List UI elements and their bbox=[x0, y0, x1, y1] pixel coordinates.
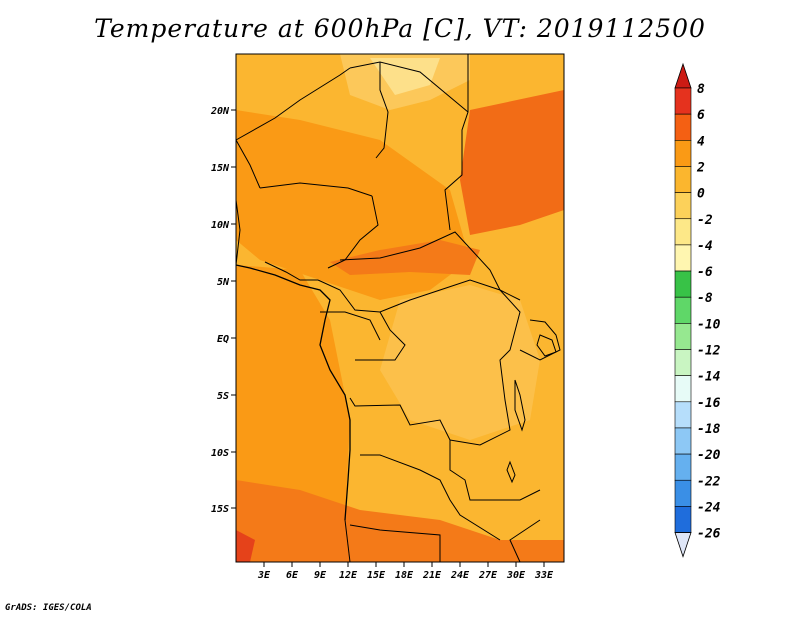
lat-label-eq: EQ bbox=[217, 334, 229, 345]
colorbar-label: -14 bbox=[697, 370, 721, 385]
colorbar-label: -2 bbox=[697, 213, 713, 228]
colorbar-label: 2 bbox=[696, 160, 705, 175]
colorbar-label: -6 bbox=[697, 265, 713, 280]
colorbar-segment bbox=[674, 244, 692, 272]
colorbar-segment bbox=[674, 401, 692, 429]
lat-label-10s: 10S bbox=[211, 448, 229, 459]
colorbar-bottom-arrow bbox=[674, 532, 692, 558]
colorbar-label: -8 bbox=[697, 291, 713, 306]
colorbar-segment bbox=[674, 296, 692, 324]
lat-axis: 20N 15N 10N 5N EQ 5S 10S 15S bbox=[210, 106, 236, 515]
hot-east-region bbox=[460, 90, 564, 235]
country-borders bbox=[235, 54, 561, 563]
chart-title: Temperature at 600hPa [C], VT: 201911250… bbox=[94, 14, 706, 43]
colorbar-segment bbox=[674, 479, 692, 507]
lon-label-18e: 18E bbox=[395, 570, 414, 581]
lon-label-12e: 12E bbox=[339, 570, 358, 581]
lon-label-3e: 3E bbox=[257, 570, 271, 581]
map-panel bbox=[235, 53, 565, 563]
lat-label-20n: 20N bbox=[210, 106, 230, 117]
hot-band bbox=[330, 240, 480, 275]
lat-label-10n: 10N bbox=[211, 220, 230, 231]
map-frame bbox=[235, 53, 565, 563]
lon-label-30e: 30E bbox=[506, 570, 526, 581]
colorbar-label: -12 bbox=[697, 344, 721, 359]
cool-congo-basin bbox=[380, 285, 540, 440]
lon-label-9e: 9E bbox=[314, 570, 327, 581]
grads-credit: GrADS: IGES/COLA bbox=[5, 603, 92, 613]
lat-label-15s: 15S bbox=[211, 504, 229, 515]
hottest-patch-sw bbox=[236, 530, 255, 562]
colorbar: 8 6 4 2 0 -2 -4 -6 -8 -10 -12 -14 -16 -18 -20 -22 -24 -26 bbox=[674, 62, 721, 558]
colorbar-segment bbox=[674, 113, 692, 141]
colorbar-label: 0 bbox=[697, 187, 705, 202]
colorbar-label: -18 bbox=[697, 422, 721, 437]
colorbar-label: 6 bbox=[697, 108, 705, 123]
colorbar-segment bbox=[674, 375, 692, 403]
lat-label-15n: 15N bbox=[211, 163, 230, 174]
colorbar-label: -26 bbox=[697, 527, 721, 542]
lon-label-15e: 15E bbox=[367, 570, 386, 581]
colorbar-segment bbox=[674, 323, 692, 350]
colorbar-segment bbox=[674, 140, 692, 167]
coastline bbox=[235, 264, 351, 521]
colorbar-label: 4 bbox=[697, 134, 705, 149]
colorbar-segment bbox=[674, 166, 692, 193]
hot-south-region bbox=[236, 480, 564, 562]
colorbar-segment bbox=[674, 87, 692, 115]
colorbar-segment bbox=[674, 218, 692, 246]
lat-label-5n: 5N bbox=[217, 277, 230, 288]
lon-label-27e: 27E bbox=[478, 570, 498, 581]
colorbar-segment bbox=[674, 427, 692, 455]
lon-axis: 3E 6E 9E 12E 15E 18E 21E 24E 27E 30E 33E bbox=[257, 562, 554, 581]
colorbar-label: -16 bbox=[697, 396, 721, 411]
colorbar-label: -20 bbox=[697, 448, 721, 463]
colorbar-segment bbox=[674, 453, 692, 481]
colorbar-segment bbox=[674, 506, 692, 533]
colorbar-label: -4 bbox=[697, 239, 713, 254]
lon-label-21e: 21E bbox=[422, 570, 442, 581]
colorbar-top-arrow bbox=[674, 62, 692, 89]
lakes bbox=[506, 334, 557, 484]
colorbar-label: -24 bbox=[697, 500, 721, 515]
colorbar-segment bbox=[674, 192, 692, 220]
lon-label-6e: 6E bbox=[286, 570, 299, 581]
colorbar-segment bbox=[674, 270, 692, 298]
colorbar-label: -22 bbox=[697, 474, 721, 489]
lat-label-5s: 5S bbox=[217, 391, 229, 402]
coldest-patch-north bbox=[370, 58, 440, 95]
colorbar-segment bbox=[674, 349, 692, 376]
colorbar-label: -10 bbox=[697, 317, 721, 332]
lon-label-33e: 33E bbox=[534, 570, 554, 581]
lon-label-24e: 24E bbox=[450, 570, 470, 581]
colorbar-label: 8 bbox=[697, 82, 705, 97]
